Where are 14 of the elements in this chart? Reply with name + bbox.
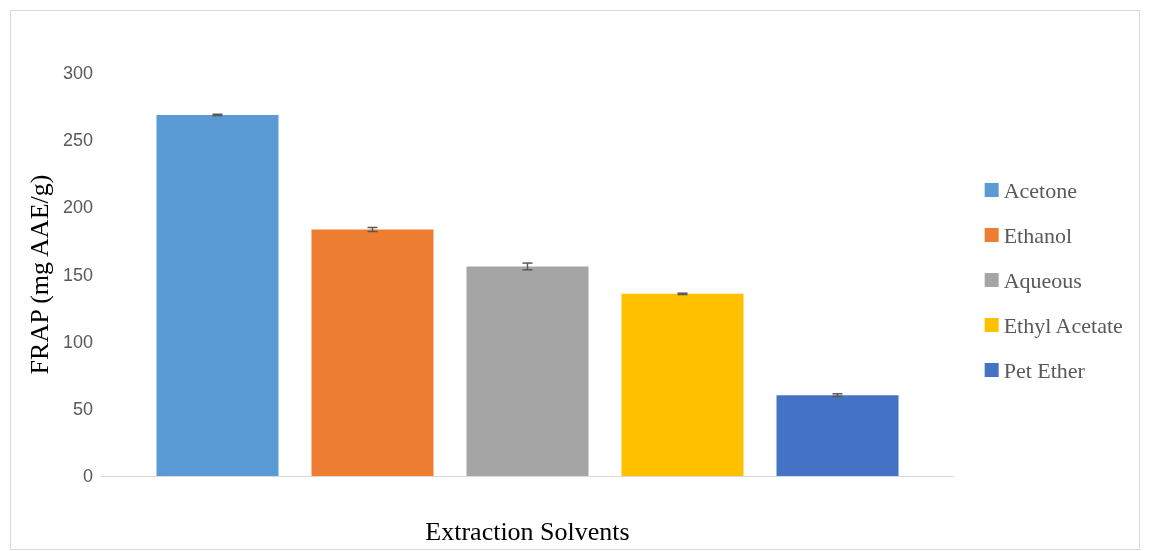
x-axis-title: Extraction Solvents xyxy=(425,516,630,546)
y-tick-label: 200 xyxy=(62,197,93,218)
legend-label: Acetone xyxy=(1003,177,1077,203)
legend-label: Pet Ether xyxy=(1003,357,1086,383)
y-tick-label: 300 xyxy=(62,63,93,83)
y-tick-label: 250 xyxy=(62,130,93,151)
legend-label: Aqueous xyxy=(1003,267,1082,293)
y-tick-label: 150 xyxy=(62,264,93,285)
legend-label: Ethyl Acetate xyxy=(1003,312,1123,338)
y-tick-label: 50 xyxy=(72,398,93,419)
legend-label: Ethanol xyxy=(1003,222,1073,248)
y-axis-title: FRAP (mg AAE/g) xyxy=(24,174,54,375)
y-tick-label: 100 xyxy=(62,331,93,352)
y-tick-label: 0 xyxy=(82,466,93,486)
